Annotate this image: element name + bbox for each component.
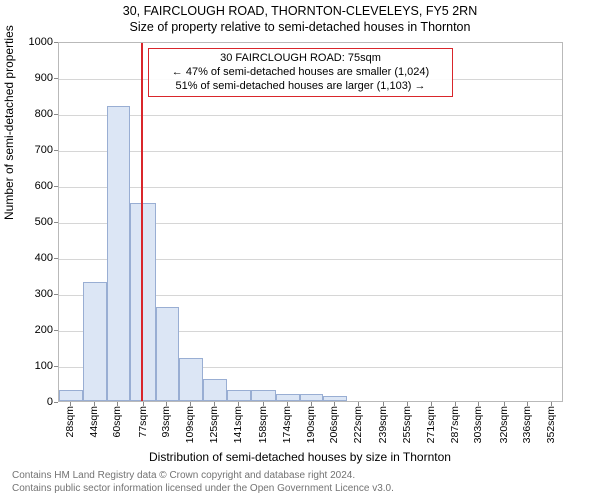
y-tick-mark: [54, 366, 58, 367]
chart-title-block: 30, FAIRCLOUGH ROAD, THORNTON-CLEVELEYS,…: [0, 0, 600, 35]
info-box-line3: 51% of semi-detached houses are larger (…: [157, 80, 444, 94]
y-tick-label: 1000: [9, 36, 53, 48]
histogram-bar: [156, 307, 180, 401]
x-tick-label: 239sqm: [377, 406, 389, 443]
x-tick-label: 93sqm: [160, 406, 172, 438]
y-tick-label: 300: [9, 288, 53, 300]
footer-line1: Contains HM Land Registry data © Crown c…: [12, 470, 394, 483]
histogram-bar: [300, 394, 324, 401]
gridline: [59, 115, 562, 116]
x-tick-label: 44sqm: [88, 406, 100, 438]
chart-footer: Contains HM Land Registry data © Crown c…: [12, 470, 394, 495]
x-tick-label: 222sqm: [352, 406, 364, 443]
y-tick-mark: [54, 258, 58, 259]
x-tick-label: 287sqm: [449, 406, 461, 443]
x-tick-label: 28sqm: [64, 406, 76, 438]
y-tick-label: 900: [9, 72, 53, 84]
x-tick-label: 77sqm: [137, 406, 149, 438]
gridline: [59, 187, 562, 188]
x-axis-label: Distribution of semi-detached houses by …: [0, 450, 600, 464]
y-tick-mark: [54, 330, 58, 331]
x-tick-label: 206sqm: [328, 406, 340, 443]
x-tick-label: 320sqm: [498, 406, 510, 443]
x-tick-label: 174sqm: [281, 406, 293, 443]
y-tick-mark: [54, 114, 58, 115]
x-tick-label: 255sqm: [401, 406, 413, 443]
footer-line2: Contains public sector information licen…: [12, 483, 394, 496]
chart-title-line1: 30, FAIRCLOUGH ROAD, THORNTON-CLEVELEYS,…: [0, 4, 600, 20]
x-tick-label: 109sqm: [184, 406, 196, 443]
x-tick-label: 190sqm: [305, 406, 317, 443]
y-tick-mark: [54, 294, 58, 295]
chart-title-line2: Size of property relative to semi-detach…: [0, 20, 600, 36]
y-tick-label: 400: [9, 252, 53, 264]
gridline: [59, 151, 562, 152]
histogram-bar: [130, 203, 155, 401]
histogram-bar: [323, 396, 347, 401]
y-tick-label: 100: [9, 360, 53, 372]
x-tick-label: 158sqm: [257, 406, 269, 443]
histogram-bar: [276, 394, 300, 401]
y-tick-mark: [54, 150, 58, 151]
x-tick-label: 352sqm: [545, 406, 557, 443]
x-tick-label: 271sqm: [425, 406, 437, 443]
histogram-bar: [107, 106, 131, 401]
y-tick-label: 800: [9, 108, 53, 120]
x-tick-label: 60sqm: [111, 406, 123, 438]
y-tick-label: 200: [9, 324, 53, 336]
y-tick-label: 0: [9, 396, 53, 408]
plot-outer: 01002003004005006007008009001000 28sqm44…: [58, 42, 563, 402]
x-tick-label: 141sqm: [232, 406, 244, 443]
y-tick-mark: [54, 222, 58, 223]
x-tick-label: 303sqm: [472, 406, 484, 443]
y-tick-mark: [54, 402, 58, 403]
y-tick-mark: [54, 186, 58, 187]
y-tick-label: 700: [9, 144, 53, 156]
histogram-bar: [83, 282, 107, 401]
histogram-bar: [59, 390, 83, 401]
histogram-bar: [227, 390, 251, 401]
x-tick-label: 336sqm: [521, 406, 533, 443]
histogram-bar: [251, 390, 276, 401]
y-tick-mark: [54, 78, 58, 79]
y-tick-label: 600: [9, 180, 53, 192]
marker-info-box: 30 FAIRCLOUGH ROAD: 75sqm ← 47% of semi-…: [148, 48, 453, 97]
property-marker-line: [141, 43, 143, 401]
histogram-bar: [179, 358, 203, 401]
property-size-chart: 30, FAIRCLOUGH ROAD, THORNTON-CLEVELEYS,…: [0, 0, 600, 35]
info-box-line1: 30 FAIRCLOUGH ROAD: 75sqm: [157, 52, 444, 66]
histogram-bar: [203, 379, 227, 401]
y-tick-label: 500: [9, 216, 53, 228]
y-tick-mark: [54, 42, 58, 43]
info-box-line2: ← 47% of semi-detached houses are smalle…: [157, 66, 444, 80]
x-tick-label: 125sqm: [208, 406, 220, 443]
